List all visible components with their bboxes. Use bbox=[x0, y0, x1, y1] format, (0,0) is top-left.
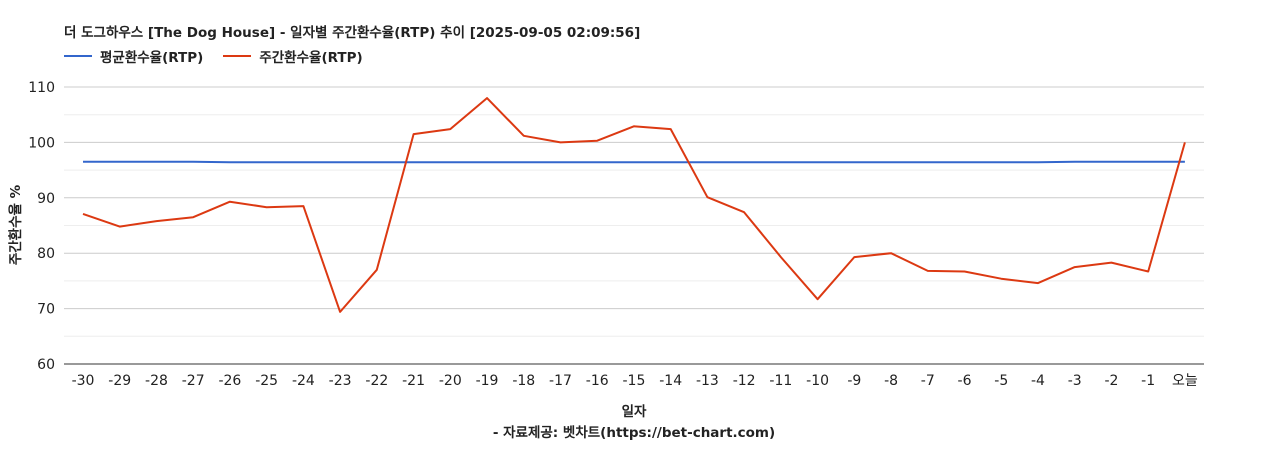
source-note: - 자료제공: 벳차트(https://bet-chart.com) bbox=[492, 425, 776, 441]
y-tick-label: 70 bbox=[37, 302, 55, 318]
legend-swatch-weekly-rtp bbox=[223, 55, 252, 57]
y-tick-label: 80 bbox=[37, 246, 55, 262]
x-tick-label: -20 bbox=[439, 373, 462, 389]
x-tick-label: -15 bbox=[623, 373, 646, 389]
x-tick-label: -16 bbox=[586, 373, 609, 389]
y-tick-label: 60 bbox=[37, 357, 55, 373]
x-tick-label: -5 bbox=[994, 373, 1008, 389]
legend-item-weekly-rtp[interactable]: 주간환수율(RTP) bbox=[223, 46, 363, 66]
x-axis-ticks: -30 -29 -28 -27 -26 -25 -24 -23 -22 -21 -20 -19 -18-… bbox=[72, 373, 1198, 389]
legend-item-average-rtp[interactable]: 평균환수율(RTP) bbox=[64, 46, 203, 66]
legend-label-average-rtp: 평균환수율(RTP) bbox=[100, 50, 204, 66]
legend: 평균환수율(RTP) 주간환수율(RTP) bbox=[64, 46, 363, 66]
x-tick-label: -12 bbox=[733, 373, 756, 389]
x-tick-label: -28 bbox=[145, 373, 168, 389]
series-line-average-rtp bbox=[83, 160, 1185, 164]
x-tick-label: -8 bbox=[884, 373, 898, 389]
y-tick-label: 100 bbox=[28, 135, 55, 151]
x-tick-label: -13 bbox=[696, 373, 719, 389]
x-tick-label: -18 bbox=[512, 373, 535, 389]
x-tick-label: -24 bbox=[292, 373, 315, 389]
x-tick-label: -4 bbox=[1031, 373, 1045, 389]
x-tick-label: -3 bbox=[1068, 373, 1082, 389]
x-tick-label: -30 bbox=[72, 373, 95, 389]
x-tick-label: -11 bbox=[769, 373, 792, 389]
x-tick-label: -29 bbox=[108, 373, 131, 389]
y-axis-ticks: 60 70 80 90 100 110 bbox=[28, 80, 55, 373]
legend-label-weekly-rtp: 주간환수율(RTP) bbox=[259, 50, 363, 66]
legend-swatch-average-rtp bbox=[64, 55, 92, 57]
x-tick-label: -6 bbox=[958, 373, 972, 389]
x-tick-label: -23 bbox=[329, 373, 352, 389]
x-tick-label: -10 bbox=[806, 373, 829, 389]
x-axis-title: 일자 bbox=[621, 404, 647, 420]
series-line-weekly-rtp bbox=[82, 97, 1186, 313]
y-tick-label: 90 bbox=[37, 191, 55, 207]
x-tick-label: -1 bbox=[1141, 373, 1155, 389]
x-tick-label: -21 bbox=[402, 373, 425, 389]
x-tick-label: -7 bbox=[921, 373, 935, 389]
chart-title: 더 도그하우스 [The Dog House] - 일자별 주간환수율(RTP)… bbox=[64, 25, 641, 41]
x-tick-label: -25 bbox=[255, 373, 278, 389]
x-tick-label: -9 bbox=[847, 373, 861, 389]
x-tick-label: -2 bbox=[1104, 373, 1118, 389]
x-tick-label: -27 bbox=[182, 373, 205, 389]
y-tick-label: 110 bbox=[28, 80, 55, 96]
x-tick-label: -17 bbox=[549, 373, 572, 389]
x-tick-label: -19 bbox=[476, 373, 499, 389]
y-axis-title: 주간환수율 % bbox=[8, 184, 24, 266]
x-tick-label: -22 bbox=[365, 373, 388, 389]
gridlines bbox=[64, 86, 1204, 365]
series-lines bbox=[82, 97, 1186, 313]
x-tick-label: -14 bbox=[659, 373, 682, 389]
x-tick-label: 오늘 bbox=[1172, 373, 1198, 389]
x-tick-label: -26 bbox=[218, 373, 241, 389]
